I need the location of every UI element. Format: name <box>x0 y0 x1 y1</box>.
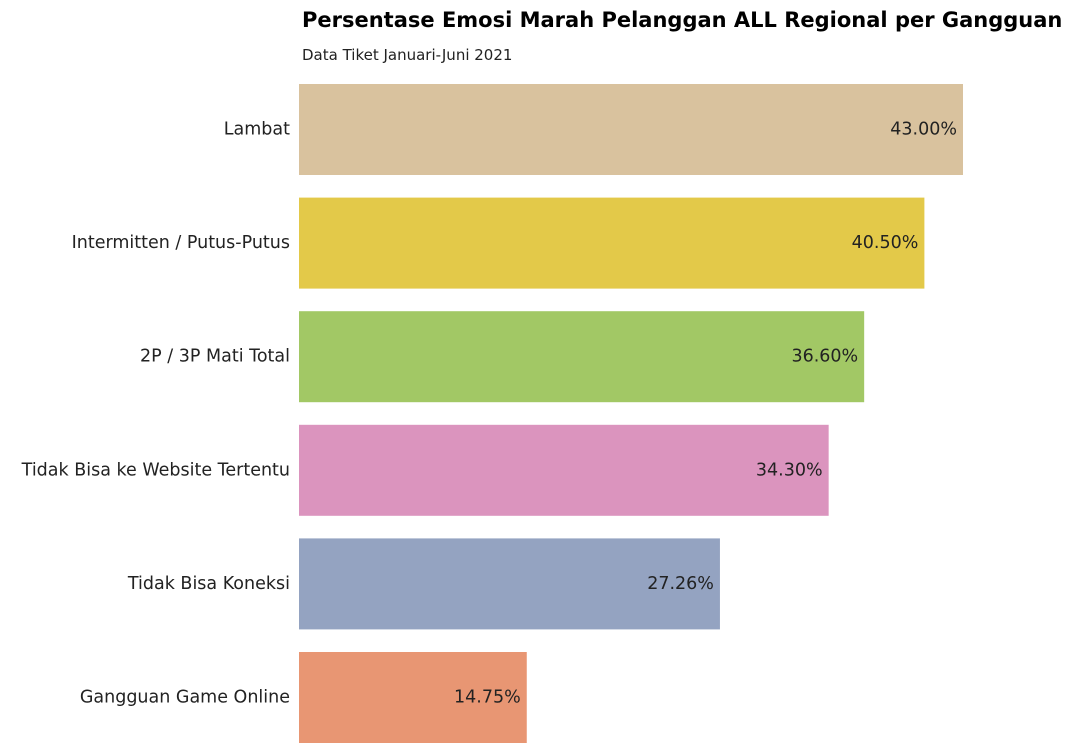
value-label-5: 14.75% <box>454 688 521 708</box>
bar-1 <box>299 197 925 289</box>
category-label-5: Gangguan Game Online <box>80 688 290 708</box>
value-label-4: 27.26% <box>647 574 714 594</box>
category-label-0: Lambat <box>224 120 290 140</box>
value-label-1: 40.50% <box>852 233 919 253</box>
bar-5 <box>299 652 527 743</box>
chart-subtitle: Data Tiket Januari-Juni 2021 <box>302 46 513 64</box>
value-label-0: 43.00% <box>890 120 957 140</box>
value-label-2: 36.60% <box>791 347 858 367</box>
value-label-3: 34.30% <box>756 460 823 480</box>
bar-0 <box>299 84 963 175</box>
chart-title: Persentase Emosi Marah Pelanggan ALL Reg… <box>302 8 1063 32</box>
category-label-3: Tidak Bisa ke Website Tertentu <box>21 460 290 480</box>
bar-2 <box>299 311 865 403</box>
category-label-2: 2P / 3P Mati Total <box>140 347 290 367</box>
category-label-4: Tidak Bisa Koneksi <box>127 574 290 594</box>
bar-3 <box>299 424 829 516</box>
category-label-1: Intermitten / Putus-Putus <box>72 233 290 253</box>
bar-4 <box>299 538 720 630</box>
